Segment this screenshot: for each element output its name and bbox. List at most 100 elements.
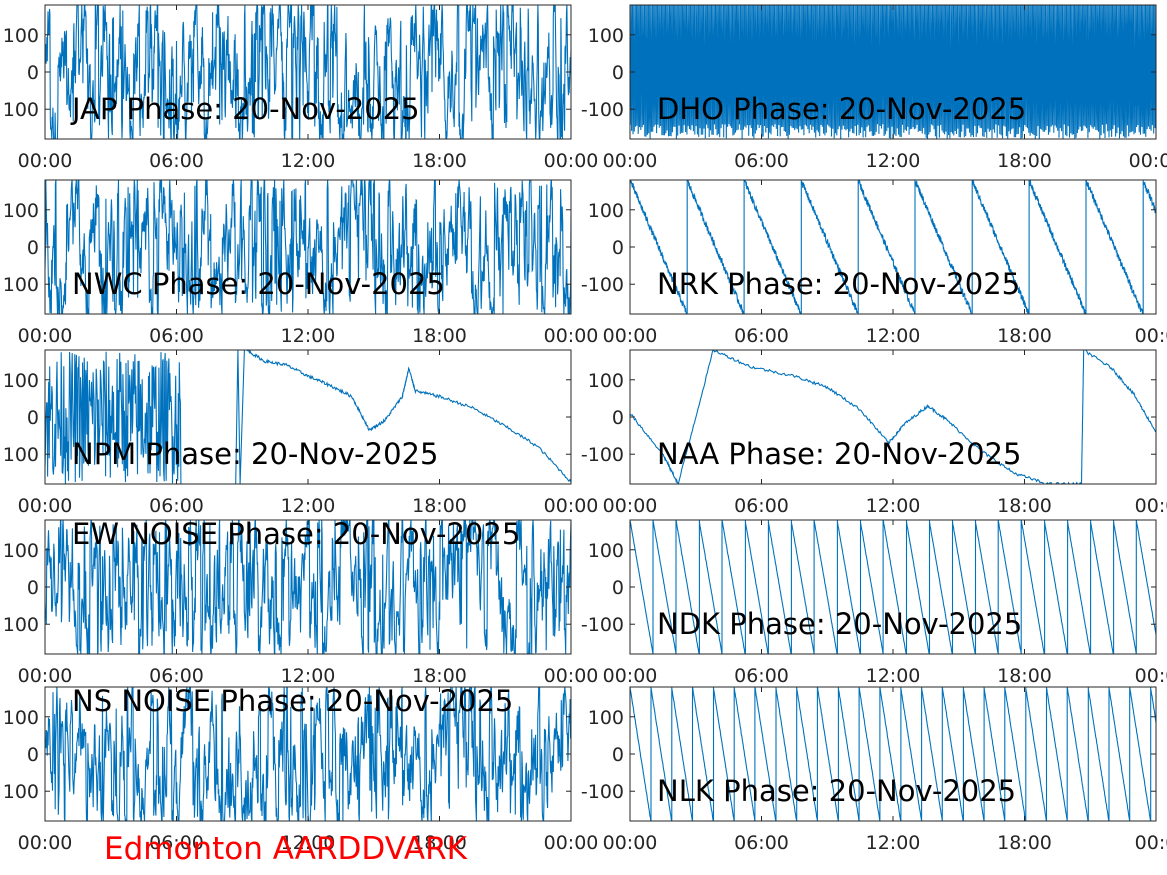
y-tick-label: 100 — [3, 781, 39, 803]
panel-title: JAP Phase: 20-Nov-2025 — [70, 92, 420, 126]
y-tick-label: 0 — [612, 407, 624, 429]
y-tick-label: 100 — [588, 370, 624, 392]
y-tick-label: 100 — [3, 540, 39, 562]
y-tick-label: 100 — [3, 200, 39, 222]
panel-npm: 100 0 100 00:00 06:00 12:00 18:00 00:00 NPM Phas… — [3, 349, 599, 517]
x-tick-label: 00:00 — [603, 495, 658, 517]
x-tick-label: 18:00 — [412, 665, 467, 687]
x-tick-label: 00:00 — [18, 832, 73, 854]
panel-title: NLK Phase: 20-Nov-2025 — [657, 774, 1016, 808]
x-tick-label: 00:00 — [544, 665, 599, 687]
series-line — [45, 687, 571, 821]
y-tick-label: 100 — [3, 370, 39, 392]
series-line — [45, 520, 571, 654]
x-tick-label: 18:00 — [997, 325, 1052, 347]
x-tick-label: 12:00 — [281, 150, 336, 172]
panel-dho: 100 0 -100 00:00 06:00 12:00 18:00 00:00 DHO Pha… — [581, 4, 1167, 172]
panel-nrk: 100 0 -100 00:00 06:00 12:00 18:00 00:0 NRK Phas… — [581, 179, 1167, 347]
x-tick-label: 00:0 — [1135, 832, 1167, 854]
y-tick-label: 0 — [612, 744, 624, 766]
x-tick-label: 00:00 — [18, 325, 73, 347]
x-tick-label: 06:00 — [149, 832, 204, 854]
footer-label: Edmonton AARDDVARK — [104, 831, 468, 867]
series-line — [45, 5, 571, 139]
x-tick-label: 00:00 — [544, 325, 599, 347]
series-line — [630, 350, 1156, 484]
x-tick-label: 00:00 — [18, 495, 73, 517]
x-tick-label: 00:00 — [603, 325, 658, 347]
y-tick-label: 0 — [612, 577, 624, 599]
y-tick-label: -100 — [581, 274, 624, 296]
x-tick-label: 18:00 — [997, 665, 1052, 687]
x-tick-label: 00:00 — [544, 150, 599, 172]
y-tick-label: 0 — [27, 407, 39, 429]
x-tick-label: 00:00 — [544, 495, 599, 517]
x-tick-label: 18:00 — [412, 150, 467, 172]
y-tick-label: 100 — [3, 99, 39, 121]
x-tick-label: 06:00 — [734, 495, 789, 517]
panel-ns-noise: 100 0 100 00:00 06:00 12:00 18:00 00:00 NS NOISE… — [3, 684, 599, 854]
x-tick-label: 12:00 — [866, 495, 921, 517]
x-tick-label: 00:0 — [1135, 665, 1167, 687]
x-tick-label: 12:00 — [281, 832, 336, 854]
y-tick-label: 100 — [588, 540, 624, 562]
x-tick-label: 12:00 — [866, 325, 921, 347]
x-tick-label: 18:00 — [997, 495, 1052, 517]
panel-title: NWC Phase: 20-Nov-2025 — [72, 267, 445, 301]
x-tick-label: 00:00 — [18, 665, 73, 687]
series-line — [630, 687, 1156, 821]
y-tick-label: 100 — [3, 444, 39, 466]
series-line — [630, 520, 1156, 654]
panel-title: DHO Phase: 20-Nov-2025 — [657, 92, 1026, 126]
y-tick-label: 0 — [27, 577, 39, 599]
x-tick-label: 18:00 — [412, 495, 467, 517]
y-tick-label: -100 — [581, 781, 624, 803]
x-tick-label: 06:00 — [734, 150, 789, 172]
x-tick-label: 18:00 — [412, 325, 467, 347]
x-tick-label: 12:00 — [281, 495, 336, 517]
x-tick-label: 06:00 — [149, 150, 204, 172]
x-tick-label: 06:00 — [149, 325, 204, 347]
x-tick-label: 18:00 — [997, 832, 1052, 854]
x-tick-label: 06:00 — [734, 832, 789, 854]
panel-ew-noise: 100 0 100 00:00 06:00 12:00 18:00 00:00 EW NOISE… — [3, 517, 599, 687]
x-tick-label: 00:00 — [1129, 150, 1167, 172]
y-tick-label: -100 — [581, 99, 624, 121]
y-tick-label: 0 — [612, 62, 624, 84]
x-tick-label: 12:00 — [866, 150, 921, 172]
x-tick-label: 12:00 — [281, 665, 336, 687]
panel-naa: 100 0 -100 00:00 06:00 12:00 18:00 00:0 NAA Phas… — [581, 349, 1167, 517]
y-tick-label: 100 — [588, 25, 624, 47]
series-line — [45, 350, 571, 484]
panel-title: NRK Phase: 20-Nov-2025 — [657, 267, 1020, 301]
series-line — [45, 180, 571, 314]
y-tick-label: 0 — [27, 744, 39, 766]
series-line — [630, 180, 1156, 314]
x-tick-label: 00:00 — [603, 665, 658, 687]
panel-title: EW NOISE Phase: 20-Nov-2025 — [72, 517, 520, 551]
x-tick-label: 00:00 — [18, 150, 73, 172]
panel-nlk: 100 0 -100 00:00 06:00 12:00 18:00 00:0 NLK Phas… — [581, 686, 1167, 854]
x-tick-label: 00:00 — [603, 150, 658, 172]
y-tick-label: 0 — [27, 62, 39, 84]
x-tick-label: 06:00 — [149, 495, 204, 517]
y-tick-label: 100 — [3, 707, 39, 729]
y-tick-label: 100 — [588, 707, 624, 729]
x-tick-label: 00:00 — [544, 832, 599, 854]
y-tick-label: 0 — [612, 237, 624, 259]
series-line — [630, 5, 1156, 139]
y-tick-label: 100 — [3, 25, 39, 47]
panel-title: NDK Phase: 20-Nov-2025 — [657, 607, 1022, 641]
x-tick-label: 06:00 — [734, 665, 789, 687]
panel-title: NAA Phase: 20-Nov-2025 — [657, 437, 1021, 471]
panel-nwc: 100 0 100 00:00 06:00 12:00 18:00 00:00 NWC Phas… — [3, 179, 599, 347]
y-tick-label: -100 — [581, 614, 624, 636]
x-tick-label: 06:00 — [734, 325, 789, 347]
y-tick-label: 100 — [3, 274, 39, 296]
y-tick-label: -100 — [581, 444, 624, 466]
x-tick-label: 12:00 — [866, 665, 921, 687]
x-tick-label: 18:00 — [997, 150, 1052, 172]
y-tick-label: 100 — [3, 614, 39, 636]
